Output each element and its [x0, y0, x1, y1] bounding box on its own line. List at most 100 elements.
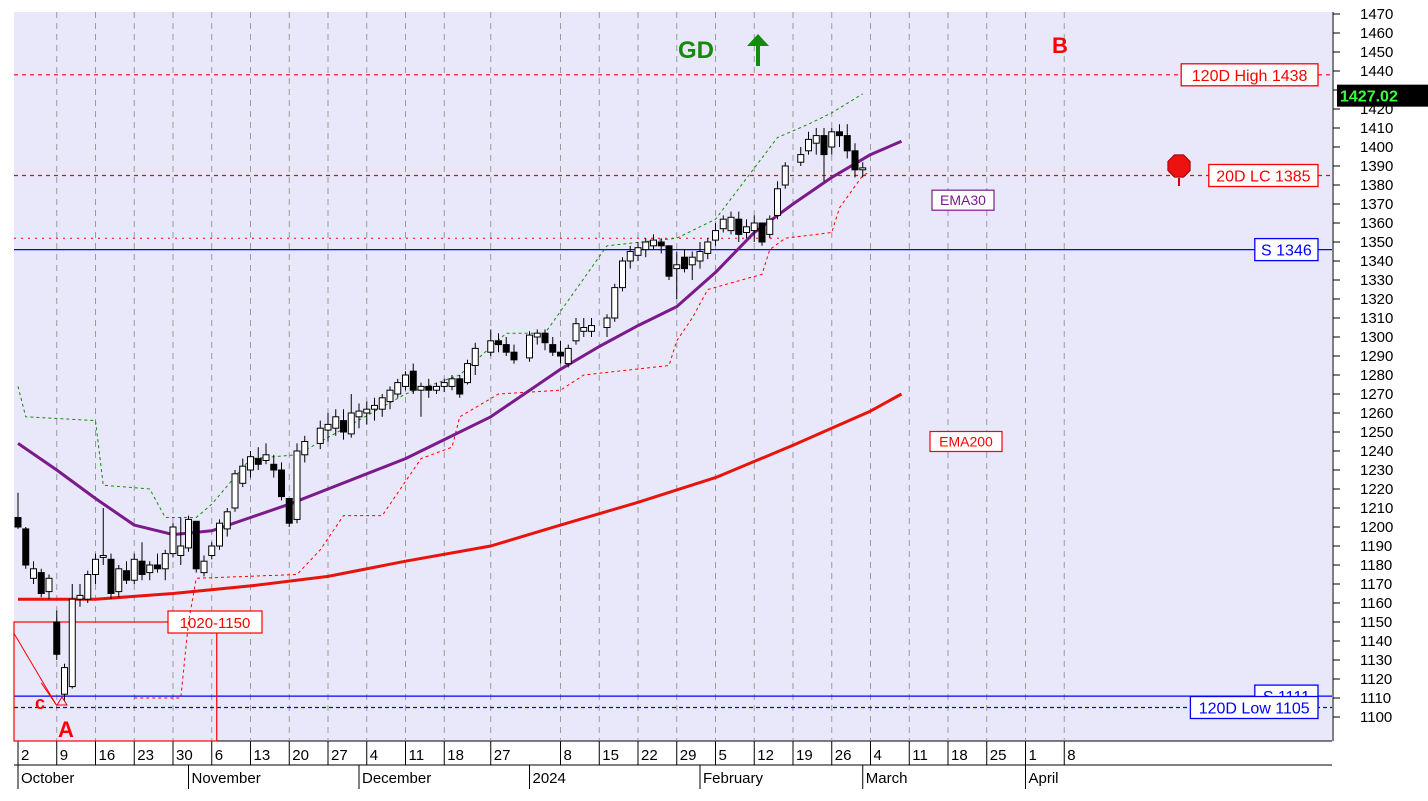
- candle: [704, 238, 712, 260]
- candle: [502, 337, 510, 356]
- candle: [557, 340, 564, 364]
- horizontal-level-group: [14, 74, 1332, 709]
- date-tick-label: 27: [494, 747, 511, 764]
- candle-body: [130, 558, 138, 581]
- date-tick-label: 13: [254, 747, 271, 764]
- candle-body: [805, 138, 812, 152]
- candle-body: [30, 568, 37, 579]
- candle: [402, 371, 409, 391]
- price-tick-label: 1160: [1360, 595, 1392, 612]
- candle-body: [270, 463, 278, 471]
- date-tick-label: 9: [60, 747, 68, 764]
- candle: [781, 162, 789, 189]
- candle: [355, 403, 363, 429]
- candle: [324, 413, 332, 442]
- candle: [843, 124, 851, 159]
- candle-body: [138, 560, 146, 576]
- candle: [22, 527, 30, 569]
- candle: [154, 553, 161, 573]
- candle-body: [340, 420, 347, 433]
- price-tick-group: 1100 1110 1120 1130 1140 1150 1160 1170 1180 1190…: [1333, 6, 1428, 726]
- candle-body: [293, 450, 301, 520]
- candle-body: [185, 518, 192, 549]
- level-label-box: [1180, 63, 1319, 87]
- candle-body: [464, 363, 471, 384]
- candle-body: [495, 340, 502, 346]
- candle-body: [657, 241, 665, 247]
- candle: [797, 147, 805, 166]
- candle-body: [239, 465, 247, 484]
- candle: [851, 143, 859, 178]
- candle: [495, 333, 502, 353]
- price-tick-label: 1110: [1360, 690, 1391, 707]
- candle-body: [107, 558, 115, 594]
- candle-body: [22, 528, 30, 566]
- candle: [812, 128, 820, 155]
- candle-body: [681, 256, 688, 270]
- annotation-c: c: [35, 693, 45, 713]
- candle-body: [580, 327, 588, 332]
- candle-body: [440, 382, 448, 387]
- candle: [580, 318, 588, 337]
- candle: [278, 462, 285, 501]
- trailing-stop-group: [17, 93, 871, 699]
- price-tick-label: 1310: [1360, 310, 1393, 327]
- date-tick-label: 15: [602, 747, 619, 764]
- month-label: 2024: [533, 770, 566, 787]
- candle: [347, 394, 355, 438]
- price-tick-label: 1370: [1360, 196, 1393, 213]
- candle-body: [45, 577, 53, 593]
- candle-body: [735, 218, 743, 235]
- price-tick-label: 1330: [1360, 272, 1393, 289]
- candle: [572, 318, 580, 345]
- date-tick-group: 2 9 16 23 30 6 13 20 27 4 11 18 27 8 15 22 29 5 12 19 26 4 11 1…: [17, 741, 1076, 789]
- level-label-box: [1254, 237, 1319, 262]
- candle-body: [797, 154, 805, 163]
- candle-body: [177, 545, 185, 556]
- candle-body: [650, 239, 657, 247]
- candle: [285, 498, 293, 527]
- price-tick-label: 1230: [1360, 462, 1393, 479]
- price-tick-label: 1320: [1360, 291, 1393, 308]
- candle: [743, 219, 750, 239]
- candle: [192, 520, 200, 573]
- candle: [363, 401, 371, 425]
- level-label-box: [1189, 695, 1319, 720]
- candle: [332, 409, 340, 436]
- target-zone-box: [13, 621, 218, 742]
- date-tick-label: 16: [99, 747, 116, 764]
- candle-body: [37, 572, 45, 594]
- candle-body: [619, 260, 626, 289]
- candle-body: [572, 323, 580, 342]
- candle: [30, 561, 37, 584]
- stop-sign-icon: [1167, 154, 1191, 186]
- price-tick-label: 1170: [1360, 576, 1392, 593]
- ema200-label-box: [929, 430, 1003, 453]
- candle: [634, 242, 642, 261]
- candle-body: [68, 598, 76, 688]
- candle-body: [378, 397, 386, 410]
- candle: [735, 211, 743, 242]
- candle-body: [642, 241, 650, 251]
- candle-body: [487, 340, 495, 353]
- stop-sign-shape: [1167, 154, 1191, 178]
- price-tick-label: 1270: [1360, 386, 1393, 403]
- candle-body: [84, 574, 92, 600]
- ema-line: [18, 392, 903, 601]
- candle: [99, 508, 107, 565]
- candle-body: [727, 216, 735, 232]
- level-label: S 1346: [1261, 243, 1312, 260]
- date-tick-label: 1: [1029, 747, 1037, 764]
- candle-body: [843, 135, 851, 152]
- candle-body: [626, 251, 634, 262]
- price-tick-label: 1220: [1360, 481, 1393, 498]
- candle: [828, 128, 836, 155]
- candle-body: [409, 370, 417, 391]
- candle: [386, 386, 394, 410]
- candle: [14, 492, 22, 529]
- price-tick-label: 1140: [1360, 633, 1392, 650]
- candle: [688, 251, 696, 280]
- candle: [766, 215, 774, 239]
- candle: [448, 375, 456, 391]
